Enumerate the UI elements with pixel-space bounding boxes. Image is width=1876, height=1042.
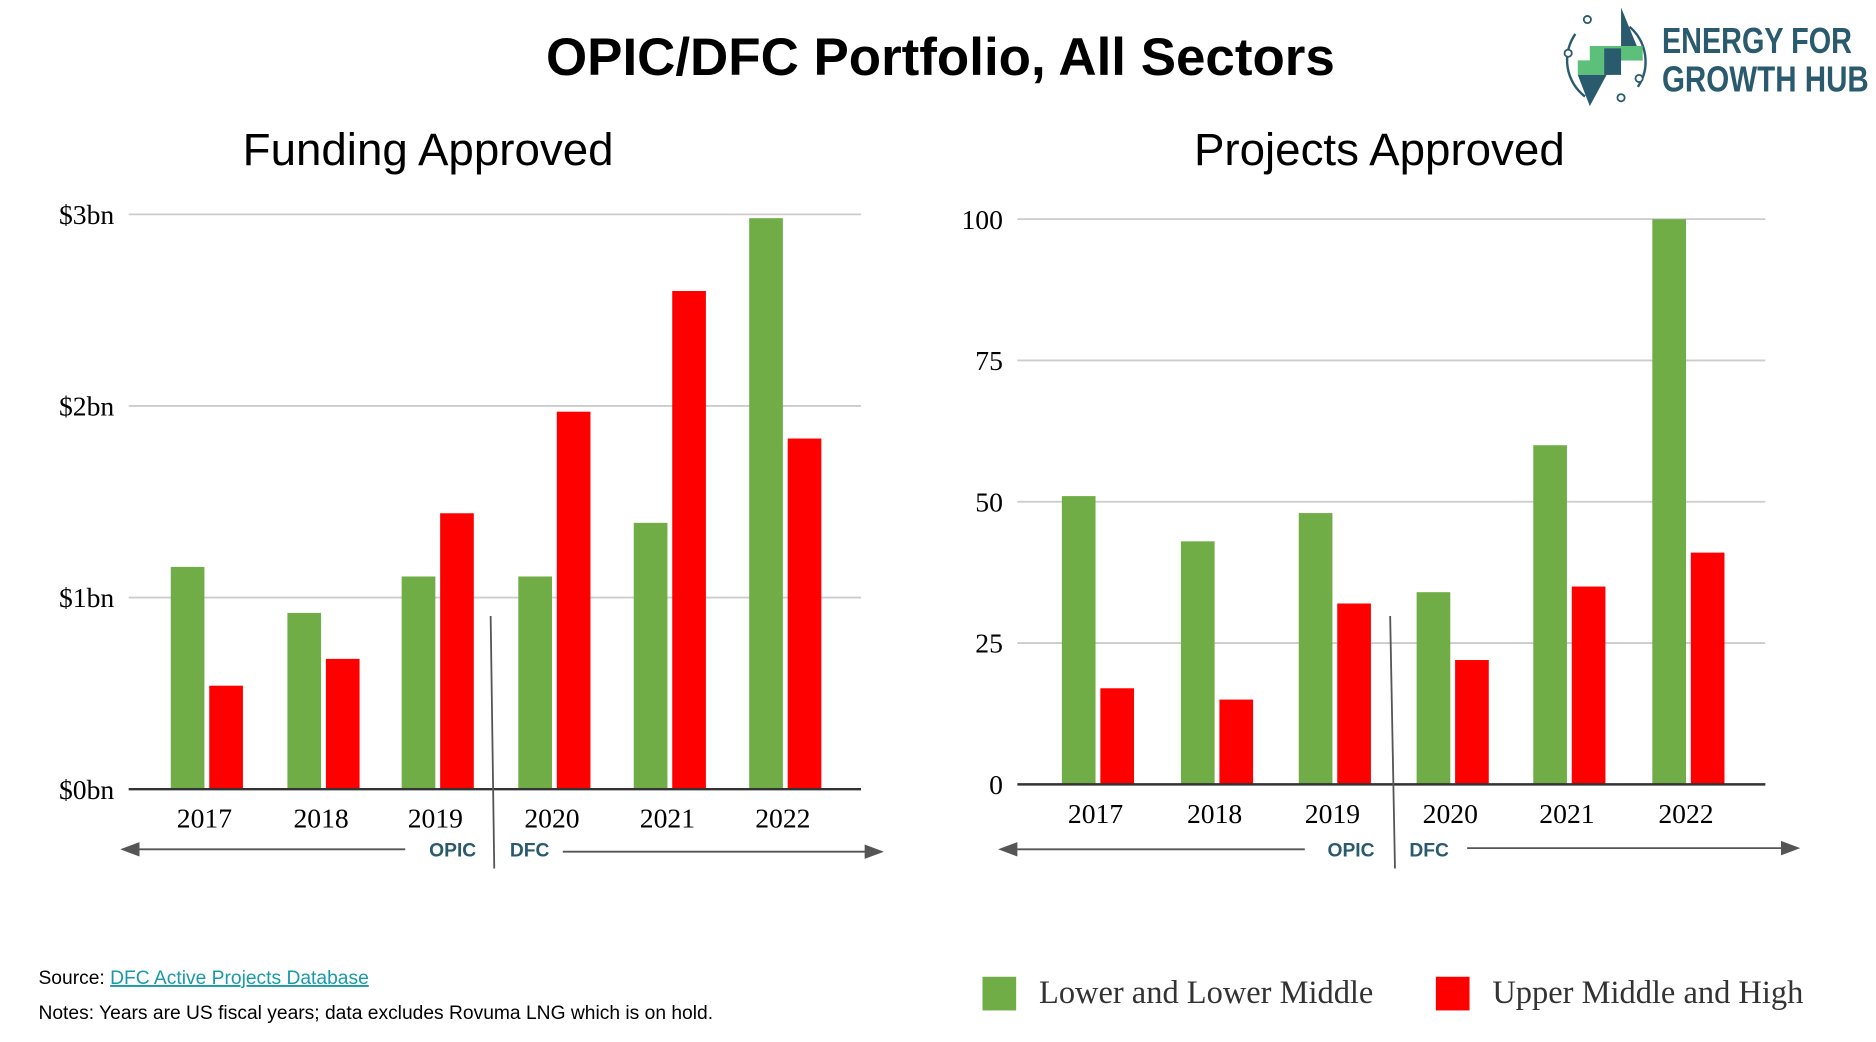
- x-tick-label: 2018: [293, 803, 348, 834]
- x-tick-label: 2019: [408, 803, 463, 834]
- legend-swatch-lower: [982, 976, 1017, 1011]
- source-link[interactable]: DFC Active Projects Database: [110, 968, 369, 989]
- projects-chart: Projects Approved 0 25 50 75 100 2017 2018 2019 2…: [961, 124, 1801, 869]
- legend-swatch-upper: [1435, 976, 1470, 1011]
- notes: Notes: Years are US fiscal years; data e…: [38, 1003, 713, 1024]
- x-tick-label: 2020: [524, 803, 579, 834]
- bar-upper-2022: [1690, 552, 1725, 785]
- bar-lower-2017: [170, 566, 205, 790]
- y-tick-label: 0: [989, 769, 1003, 800]
- logo: ENERGY FOR GROWTH HUB: [1563, 7, 1869, 107]
- bar-upper-2020: [556, 411, 591, 790]
- arrow-left-icon: [120, 842, 140, 857]
- x-tick-label: 2019: [1305, 798, 1360, 829]
- source-label: Source:: [38, 968, 110, 989]
- y-tick-label: 100: [961, 204, 1002, 235]
- era-label-opic: OPIC: [1327, 841, 1374, 862]
- era-label-opic: OPIC: [429, 841, 476, 862]
- legend: Lower and Lower Middle Upper Middle and …: [982, 975, 1803, 1011]
- y-tick-label: 25: [975, 628, 1003, 659]
- x-tick-label: 2022: [755, 803, 810, 834]
- y-tick-label: $0bn: [59, 774, 114, 805]
- chart-title: Projects Approved: [1194, 124, 1565, 175]
- bar-lower-2021: [1533, 445, 1567, 785]
- bar-upper-2020: [1455, 660, 1489, 785]
- arrow-left-icon: [998, 842, 1018, 857]
- bar-lower-2018: [287, 612, 322, 790]
- x-tick-label: 2017: [177, 803, 232, 834]
- x-tick-label: 2018: [1187, 798, 1242, 829]
- bar-lower-2022: [1652, 219, 1686, 785]
- bar-upper-2021: [672, 290, 706, 790]
- bar-lower-2022: [749, 218, 783, 790]
- page-title: OPIC/DFC Portfolio, All Sectors: [546, 28, 1335, 87]
- logo-mark-icon: [1563, 7, 1647, 107]
- y-tick-label: $3bn: [59, 199, 114, 230]
- y-tick-label: 75: [975, 345, 1003, 376]
- source-note: Source: DFC Active Projects Database: [38, 968, 368, 989]
- bar-upper-2019: [440, 513, 474, 790]
- x-tick-label: 2022: [1658, 798, 1713, 829]
- era-divider: [1389, 615, 1396, 869]
- bar-lower-2020: [1416, 592, 1451, 785]
- bar-lower-2019: [1298, 513, 1333, 785]
- logo-text-line1: ENERGY FOR: [1662, 20, 1852, 61]
- arrow-right-icon: [864, 844, 884, 859]
- x-tick-label: 2020: [1423, 798, 1478, 829]
- logo-text-line2: GROWTH HUB: [1662, 59, 1869, 100]
- bar-lower-2018: [1180, 541, 1215, 785]
- bar-lower-2020: [518, 576, 552, 790]
- y-tick-label: $1bn: [59, 582, 114, 613]
- x-tick-label: 2021: [1539, 798, 1594, 829]
- era-label-dfc: DFC: [1409, 841, 1449, 862]
- era-label-dfc: DFC: [510, 841, 550, 862]
- chart-title: Funding Approved: [243, 124, 614, 175]
- bar-lower-2019: [401, 576, 436, 790]
- era-divider: [489, 615, 496, 869]
- x-tick-label: 2021: [640, 803, 695, 834]
- y-tick-label: 50: [975, 486, 1003, 517]
- bar-upper-2022: [787, 438, 822, 790]
- y-tick-label: $2bn: [59, 391, 114, 422]
- bar-upper-2019: [1337, 603, 1371, 785]
- bar-upper-2018: [1219, 699, 1254, 785]
- legend-label-upper: Upper Middle and High: [1492, 975, 1803, 1011]
- funding-chart: Funding Approved $0bn $1bn $2bn $3bn 2017 2018…: [59, 124, 884, 869]
- bar-lower-2021: [633, 522, 668, 790]
- arrow-right-icon: [1780, 840, 1801, 856]
- bar-lower-2017: [1061, 496, 1096, 785]
- bar-upper-2017: [209, 685, 243, 790]
- legend-label-lower: Lower and Lower Middle: [1039, 975, 1373, 1011]
- bar-upper-2021: [1571, 586, 1606, 785]
- x-tick-label: 2017: [1068, 798, 1123, 829]
- bar-upper-2018: [325, 658, 360, 790]
- bar-upper-2017: [1100, 688, 1135, 785]
